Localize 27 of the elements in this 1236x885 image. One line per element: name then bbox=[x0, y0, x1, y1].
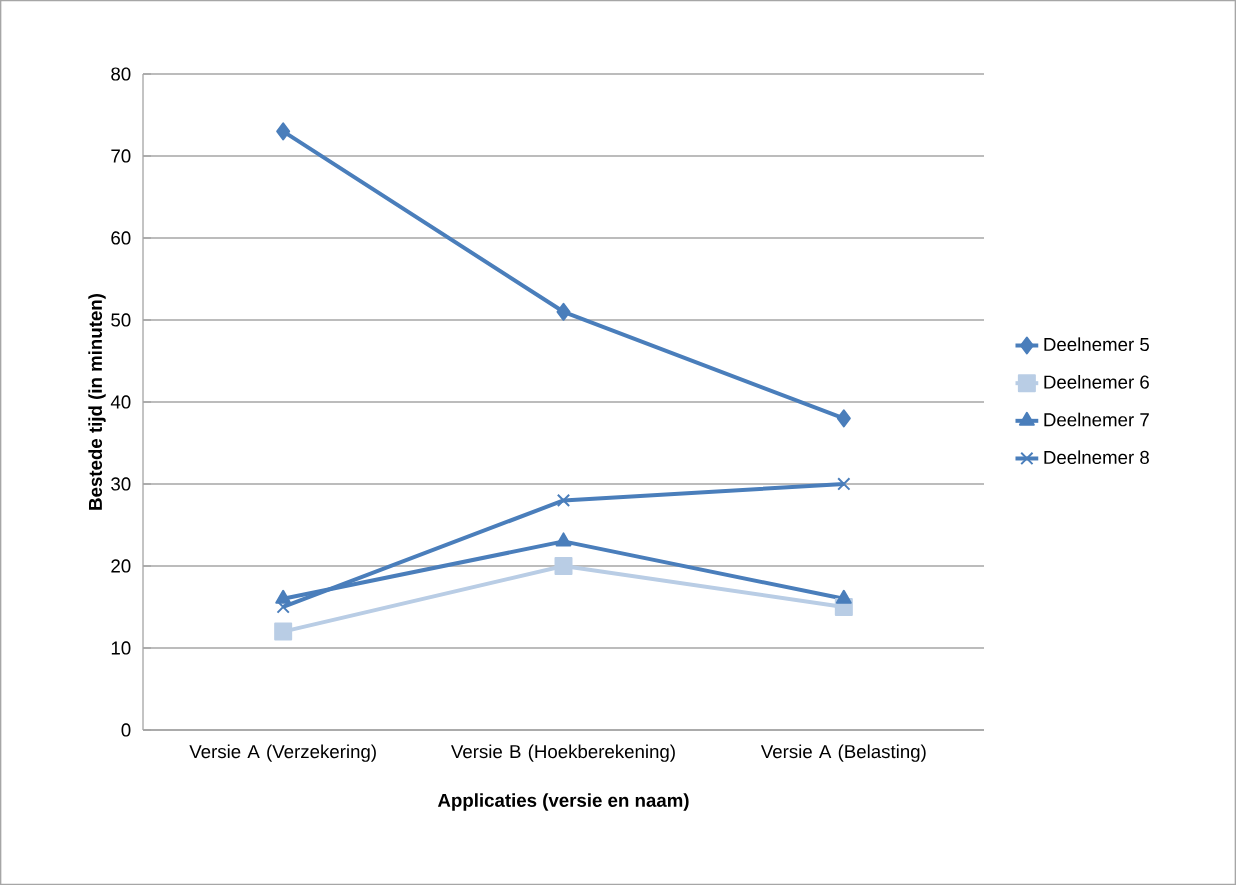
y-tick-label: 80 bbox=[111, 67, 131, 81]
point bbox=[837, 477, 851, 491]
y-tick-label: 50 bbox=[111, 313, 131, 327]
y-tick-label: 30 bbox=[111, 477, 131, 491]
point bbox=[555, 532, 572, 547]
legend-label: Deelnemer 7 bbox=[1044, 412, 1149, 427]
y-tick-label: 10 bbox=[111, 641, 131, 655]
x-tick-label: Versie A (Belasting) bbox=[760, 744, 926, 762]
legend-label: Deelnemer 6 bbox=[1044, 375, 1149, 389]
point bbox=[835, 589, 852, 604]
y-tick-label: 0 bbox=[121, 723, 131, 737]
y-tick-label: 40 bbox=[110, 395, 131, 409]
point bbox=[556, 302, 571, 321]
point bbox=[276, 122, 291, 141]
point bbox=[274, 622, 293, 641]
legend-label: Deelnemer 8 bbox=[1044, 450, 1149, 465]
point bbox=[836, 409, 851, 428]
point bbox=[554, 556, 573, 575]
legend-label: Deelnemer 5 bbox=[1044, 337, 1149, 352]
y-tick-label: 20 bbox=[111, 559, 131, 573]
x-tick-label: Versie A (Verzekering) bbox=[189, 744, 376, 762]
x-tick-label: Versie B (Hoekberekening) bbox=[451, 744, 675, 762]
point bbox=[556, 493, 571, 508]
y-tick-label: 70 bbox=[111, 149, 131, 163]
y-axis-title: Bestede tijd (in minuten) bbox=[88, 294, 106, 510]
x-axis-title: Applicaties (versie en naam) bbox=[437, 793, 689, 811]
y-tick-label: 60 bbox=[111, 231, 131, 245]
